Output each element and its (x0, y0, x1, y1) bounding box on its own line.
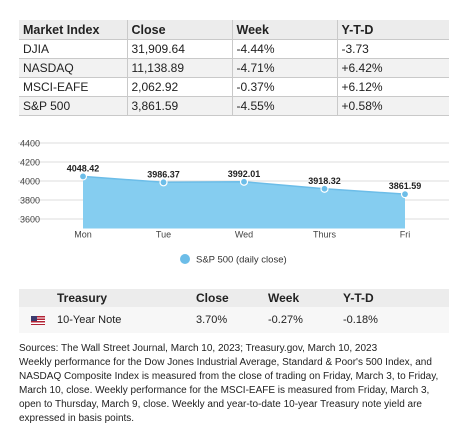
treasury-close: 3.70% (196, 314, 228, 326)
index-week: -4.44% (232, 39, 338, 59)
market-index-table: Market Index Close Week Y-T-D DJIA 31,90… (19, 20, 449, 116)
data-point (239, 177, 249, 186)
x-tick-label: Mon (74, 230, 92, 240)
footnote: Sources: The Wall Street Journal, March … (19, 342, 449, 426)
header-market-index: Market Index (19, 20, 128, 40)
header-week: Week (232, 20, 338, 40)
data-label: 3992.01 (228, 169, 261, 179)
index-ytd: +6.42% (337, 58, 449, 78)
index-week: -4.71% (232, 58, 338, 78)
data-label: 3861.59 (389, 181, 422, 191)
y-tick-label: 4400 (20, 139, 40, 149)
table-row: NASDAQ 11,138.89 -4.71% +6.42% (19, 58, 449, 78)
data-label: 4048.42 (67, 163, 100, 173)
header-close: Close (196, 291, 229, 305)
index-close: 31,909.64 (127, 39, 233, 59)
index-ytd: +6.12% (337, 77, 449, 97)
header-week: Week (268, 291, 300, 305)
header-treasury: Treasury (57, 291, 108, 305)
us-flag-icon (31, 315, 45, 325)
x-tick-label: Wed (235, 230, 253, 240)
treasury-table-header: Treasury Close Week Y-T-D (19, 289, 449, 307)
sp500-area-chart: 4400 4200 4000 3800 3600 4048.42 3986.37 3992.0… (18, 139, 449, 266)
market-table-header: Market Index Close Week Y-T-D (19, 20, 449, 40)
treasury-ytd: -0.18% (343, 314, 378, 326)
x-tick-label: Fri (400, 230, 411, 240)
index-ytd: -3.73 (337, 39, 449, 59)
table-row: MSCI-EAFE 2,062.92 -0.37% +6.12% (19, 77, 449, 97)
table-row: S&P 500 3,861.59 -4.55% +0.58% (19, 96, 449, 116)
data-label: 3986.37 (147, 169, 180, 179)
index-close: 3,861.59 (127, 96, 233, 116)
footnote-sources: Sources: The Wall Street Journal, March … (19, 343, 378, 354)
y-tick-label: 4200 (20, 158, 40, 168)
index-name: DJIA (19, 39, 128, 59)
y-tick-label: 3800 (20, 196, 40, 206)
index-close: 2,062.92 (127, 77, 233, 97)
footnote-body: Weekly performance for the Dow Jones Ind… (19, 357, 439, 424)
index-week: -4.55% (232, 96, 338, 116)
x-tick-label: Thurs (313, 230, 337, 240)
data-point (78, 172, 88, 181)
legend-label: S&P 500 (daily close) (196, 255, 287, 266)
y-tick-label: 4000 (20, 177, 40, 187)
y-tick-label: 3600 (20, 215, 40, 225)
header-ytd: Y-T-D (343, 291, 374, 305)
table-row: 10-Year Note 3.70% -0.27% -0.18% (19, 307, 449, 333)
treasury-table: Treasury Close Week Y-T-D 10-Year Note 3… (19, 289, 449, 333)
index-close: 11,138.89 (127, 58, 233, 78)
table-row: DJIA 31,909.64 -4.44% -3.73 (19, 39, 449, 59)
header-ytd: Y-T-D (337, 20, 449, 40)
header-close: Close (127, 20, 233, 40)
index-name: NASDAQ (19, 58, 128, 78)
data-point (320, 184, 329, 193)
data-point (159, 178, 168, 187)
index-ytd: +0.58% (337, 96, 449, 116)
index-name: S&P 500 (19, 96, 128, 116)
index-week: -0.37% (232, 77, 338, 97)
legend-swatch (180, 254, 190, 264)
x-tick-label: Tue (156, 230, 171, 240)
treasury-week: -0.27% (268, 314, 303, 326)
data-point (400, 190, 410, 199)
treasury-name: 10-Year Note (57, 314, 122, 326)
index-name: MSCI-EAFE (19, 77, 128, 97)
data-label: 3918.32 (308, 176, 341, 186)
